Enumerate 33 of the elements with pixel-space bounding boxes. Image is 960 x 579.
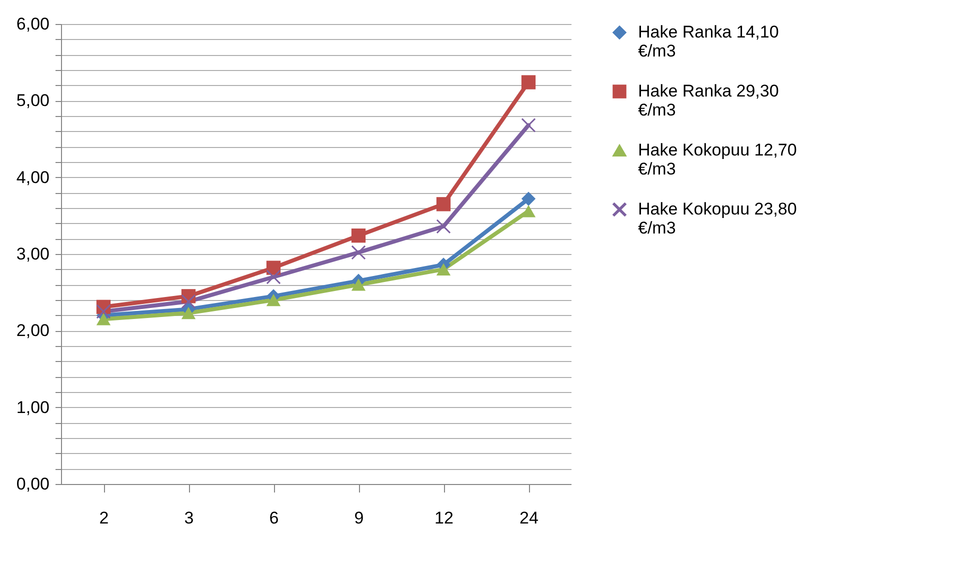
- y-tick-label: 1,00: [16, 398, 50, 417]
- x-tick-label: 3: [184, 508, 194, 528]
- point: [266, 294, 281, 306]
- point: [436, 197, 451, 212]
- legend-label: Hake Kokopuu 12,70 €/m3: [638, 140, 797, 178]
- point: [181, 306, 196, 320]
- y-tick-label: 0,00: [16, 474, 50, 494]
- point: [266, 270, 281, 284]
- point: [521, 118, 536, 132]
- y-tick-label: 5,00: [16, 91, 50, 110]
- point: [351, 245, 366, 260]
- x-tick-label: 2: [99, 508, 109, 528]
- y-tick-label: 2,00: [16, 321, 50, 340]
- x-tick-label: 12: [434, 508, 454, 528]
- legend-label: Hake Ranka 14,10 €/m3: [638, 22, 779, 60]
- point: [521, 75, 536, 90]
- x-tick-label: 6: [269, 508, 279, 528]
- legend-label: Hake Ranka 29,30 €/m3: [638, 82, 779, 120]
- point: [351, 278, 366, 291]
- point: [436, 263, 451, 276]
- point: [436, 219, 451, 234]
- x-tick-label: 24: [520, 508, 538, 528]
- y-tick-label: 6,00: [16, 14, 50, 34]
- y-tick-label: 4,00: [16, 168, 50, 187]
- y-tick-label: 3,00: [16, 244, 50, 264]
- point: [351, 228, 366, 243]
- point: [521, 204, 536, 218]
- x-tick-label: 9: [354, 508, 364, 528]
- point: [181, 294, 196, 309]
- point: [96, 304, 111, 319]
- point: [96, 313, 111, 326]
- point: [521, 192, 536, 206]
- legend-label: Hake Kokopuu 23,80 €/m3: [638, 200, 797, 238]
